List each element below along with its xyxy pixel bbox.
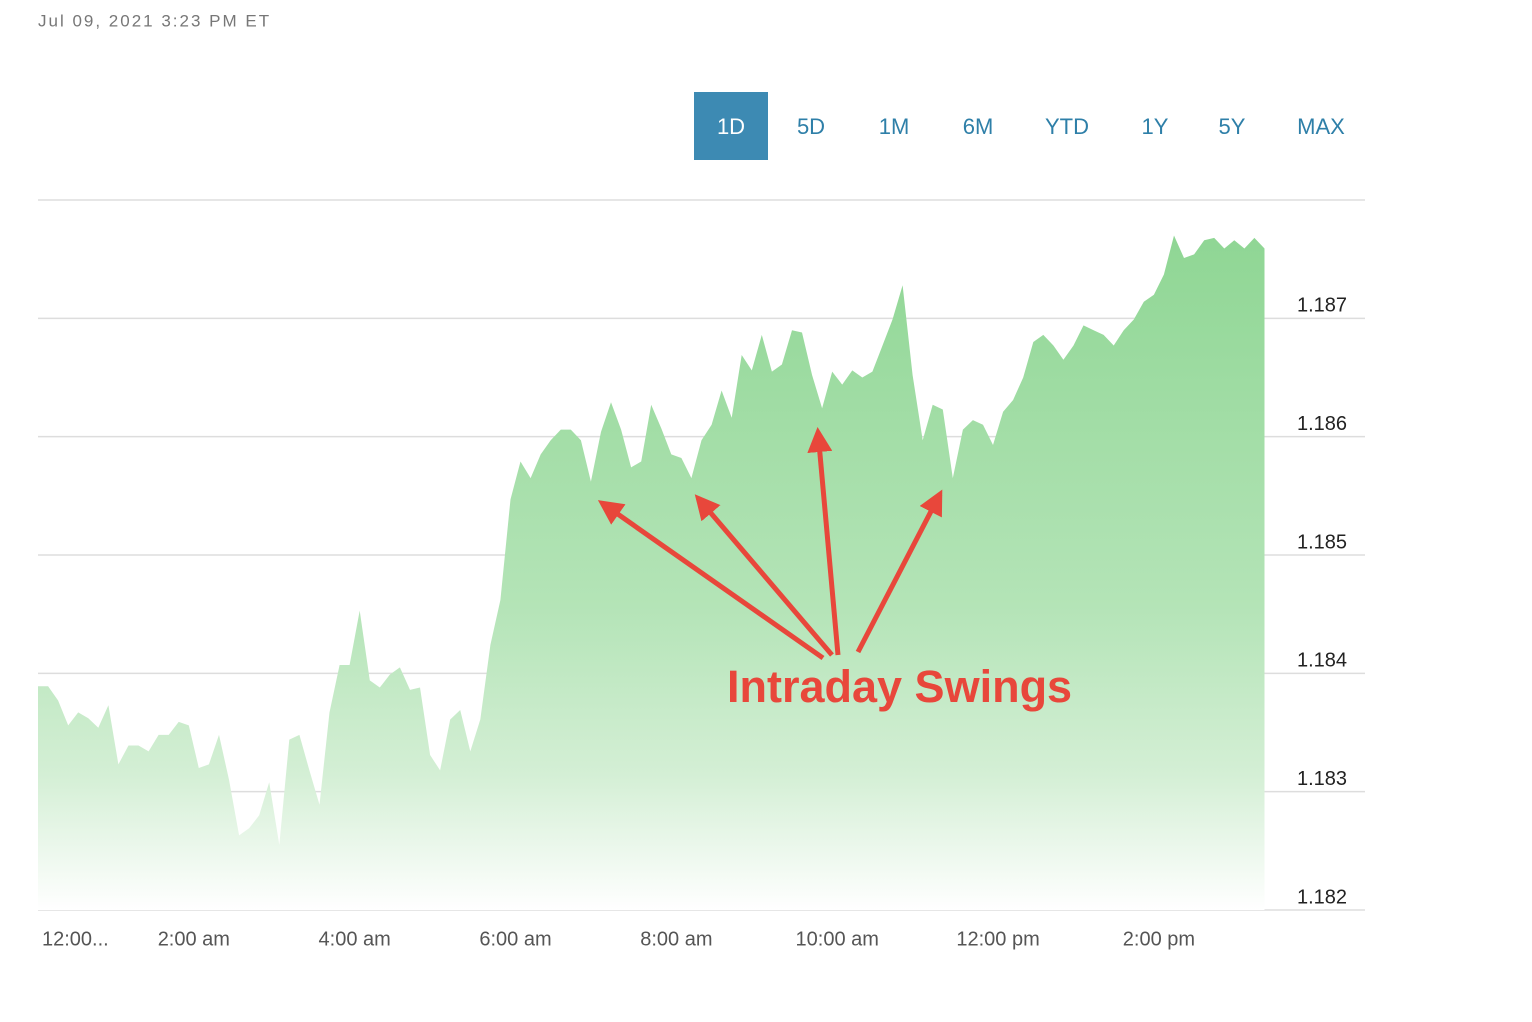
range-button[interactable]: 1D: [694, 92, 768, 160]
range-button-label[interactable]: 1Y: [1142, 114, 1169, 139]
x-tick-label: 12:00 pm: [956, 928, 1039, 950]
range-button[interactable]: 5Y: [1219, 114, 1246, 139]
range-button-label[interactable]: MAX: [1297, 114, 1345, 139]
range-button-bg[interactable]: [694, 92, 768, 160]
y-tick-label: 1.183: [1297, 768, 1347, 790]
range-button[interactable]: MAX: [1297, 114, 1345, 139]
y-tick-label: 1.186: [1297, 413, 1347, 435]
range-button-label[interactable]: 1D: [717, 114, 745, 139]
range-button[interactable]: 6M: [963, 114, 994, 139]
x-tick-label: 6:00 am: [479, 928, 551, 950]
y-tick-label: 1.182: [1297, 886, 1347, 908]
range-button-label[interactable]: 6M: [963, 114, 994, 139]
arrow: [694, 494, 834, 657]
arrow: [855, 489, 943, 654]
arrow: [597, 500, 825, 661]
range-button-label[interactable]: YTD: [1045, 114, 1089, 139]
x-tick-label: 10:00 am: [796, 928, 879, 950]
x-tick-label: 8:00 am: [640, 928, 712, 950]
y-tick-label: 1.184: [1297, 650, 1347, 672]
x-tick-label: 2:00 am: [158, 928, 230, 950]
annotation-arrows: [597, 427, 943, 661]
x-tick-label: 2:00 pm: [1123, 928, 1195, 950]
arrow: [807, 427, 841, 656]
range-button-label[interactable]: 1M: [879, 114, 910, 139]
y-tick-label: 1.187: [1297, 295, 1347, 317]
price-area: [38, 235, 1265, 910]
plot-area: [38, 235, 1265, 910]
timestamp: Jul 09, 2021 3:23 PM ET: [38, 11, 271, 30]
axis-labels: 1.182 1.183 1.184 1.185 1.186 1.187 12:00... 2:…: [42, 295, 1347, 951]
x-tick-label: 4:00 am: [319, 928, 391, 950]
range-button-label[interactable]: 5Y: [1219, 114, 1246, 139]
x-tick-label: 12:00...: [42, 928, 109, 950]
range-button-label[interactable]: 5D: [797, 114, 825, 139]
range-button[interactable]: YTD: [1045, 114, 1089, 139]
range-button[interactable]: 5D: [797, 114, 825, 139]
range-button[interactable]: 1M: [879, 114, 910, 139]
range-buttons: 1D 5D 1M 6M YTD 1Y 5Y MAX: [694, 92, 1345, 160]
annotation: Intraday Swings: [727, 661, 1072, 712]
range-button[interactable]: 1Y: [1142, 114, 1169, 139]
y-tick-label: 1.185: [1297, 531, 1347, 553]
